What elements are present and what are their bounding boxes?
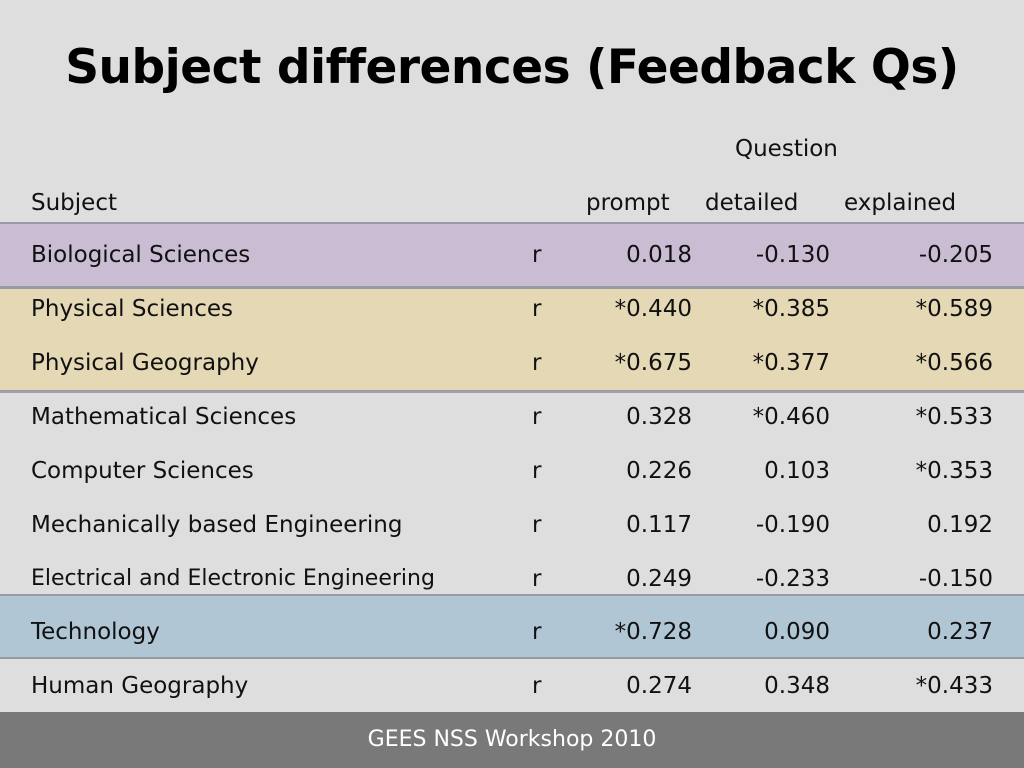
- prompt-cell: 0.117: [626, 512, 692, 538]
- detailed-cell: -0.130: [755, 242, 830, 268]
- stat-cell: r: [532, 458, 542, 484]
- table-row: Physical Geography r *0.675 *0.377 *0.56…: [0, 336, 1024, 390]
- subject-cell: Physical Sciences: [31, 296, 234, 322]
- slide-title: Subject differences (Feedback Qs): [65, 40, 959, 95]
- subject-cell: Technology: [31, 619, 160, 645]
- prompt-cell: *0.675: [614, 350, 692, 376]
- subject-cell: Human Geography: [31, 673, 249, 699]
- subject-header: Subject: [31, 190, 117, 216]
- biological-band: [0, 222, 1024, 288]
- detailed-cell: 0.103: [764, 458, 830, 484]
- stat-cell: r: [532, 512, 542, 538]
- stat-cell: r: [532, 242, 542, 268]
- technology-band: [0, 594, 1024, 659]
- prompt-cell: 0.328: [626, 404, 692, 430]
- explained-cell: *0.566: [915, 350, 993, 376]
- table-row: Computer Sciences r 0.226 0.103 *0.353: [0, 444, 1024, 498]
- detailed-cell: *0.385: [752, 296, 830, 322]
- explained-header: explained: [844, 190, 957, 216]
- detailed-cell: -0.190: [755, 512, 830, 538]
- stat-cell: r: [532, 296, 542, 322]
- table-row: Technology r *0.728 0.090 0.237: [0, 605, 1024, 659]
- explained-cell: *0.589: [915, 296, 993, 322]
- table-row: Human Geography r 0.274 0.348 *0.433: [0, 659, 1024, 713]
- detailed-cell: *0.377: [752, 350, 830, 376]
- stat-cell: r: [532, 350, 542, 376]
- explained-cell: 0.237: [927, 619, 993, 645]
- prompt-cell: 0.226: [626, 458, 692, 484]
- footer-text: GEES NSS Workshop 2010: [367, 727, 657, 752]
- table-row: Biological Sciences r 0.018 -0.130 -0.20…: [0, 228, 1024, 282]
- prompt-cell: *0.440: [614, 296, 692, 322]
- prompt-cell: 0.249: [626, 566, 692, 592]
- prompt-cell: *0.728: [614, 619, 692, 645]
- explained-cell: -0.150: [918, 566, 993, 592]
- detailed-cell: -0.233: [755, 566, 830, 592]
- table-row: Physical Sciences r *0.440 *0.385 *0.589: [0, 282, 1024, 336]
- prompt-header: prompt: [586, 190, 670, 216]
- explained-cell: -0.205: [918, 242, 993, 268]
- table-row: Electrical and Electronic Engineering r …: [0, 552, 1024, 606]
- table-row: Mechanically based Engineering r 0.117 -…: [0, 498, 1024, 552]
- explained-cell: *0.433: [915, 673, 993, 699]
- table-row: Mathematical Sciences r 0.328 *0.460 *0.…: [0, 390, 1024, 444]
- stat-cell: r: [532, 673, 542, 699]
- detailed-cell: 0.090: [764, 619, 830, 645]
- subject-cell: Biological Sciences: [31, 242, 251, 268]
- subject-cell: Electrical and Electronic Engineering: [31, 566, 435, 591]
- detailed-header: detailed: [705, 190, 799, 216]
- prompt-cell: 0.274: [626, 673, 692, 699]
- prompt-cell: 0.018: [626, 242, 692, 268]
- explained-cell: 0.192: [927, 512, 993, 538]
- explained-cell: *0.533: [915, 404, 993, 430]
- subject-cell: Computer Sciences: [31, 458, 254, 484]
- detailed-cell: 0.348: [764, 673, 830, 699]
- explained-cell: *0.353: [915, 458, 993, 484]
- stat-cell: r: [532, 566, 542, 592]
- subject-cell: Mathematical Sciences: [31, 404, 297, 430]
- detailed-cell: *0.460: [752, 404, 830, 430]
- subject-cell: Mechanically based Engineering: [31, 512, 403, 538]
- footer-bar: GEES NSS Workshop 2010: [0, 712, 1024, 768]
- stat-cell: r: [532, 404, 542, 430]
- physical-band: [0, 287, 1024, 392]
- divider: [0, 391, 1024, 393]
- question-header: Question: [735, 136, 838, 162]
- stat-cell: r: [532, 619, 542, 645]
- subject-cell: Physical Geography: [31, 350, 259, 376]
